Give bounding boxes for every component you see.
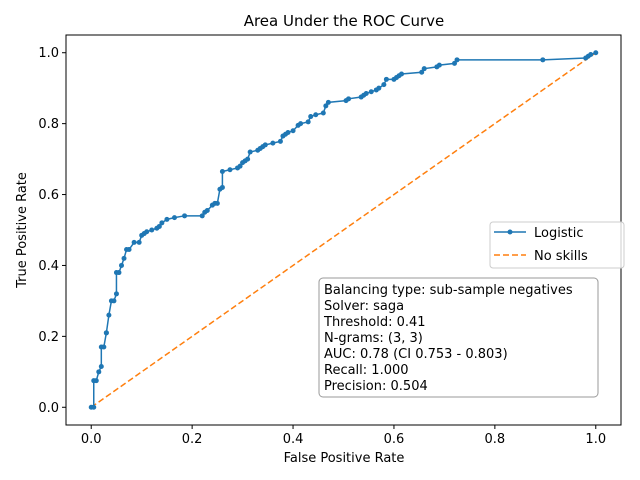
logistic-point-28 <box>159 220 165 226</box>
annotation-ngrams: N-grams: (3, 3) <box>324 331 423 346</box>
annotation-balancing: Balancing type: sub-sample negatives <box>324 283 573 298</box>
x-tick-label-0: 0.0 <box>81 432 102 447</box>
logistic-point-21 <box>136 239 142 245</box>
logistic-point-10 <box>106 312 112 318</box>
logistic-point-41 <box>227 167 233 173</box>
logistic-point-85 <box>454 57 460 63</box>
logistic-point-59 <box>298 121 304 127</box>
y-tick-label-2: 0.4 <box>38 259 59 274</box>
logistic-point-83 <box>436 62 442 68</box>
logistic-point-4 <box>96 369 102 375</box>
logistic-point-12 <box>111 298 117 304</box>
x-tick-label-2: 0.4 <box>283 432 304 447</box>
y-tick-label-4: 0.8 <box>38 117 59 132</box>
logistic-point-31 <box>182 213 188 219</box>
logistic-point-40 <box>219 169 225 174</box>
y-tick-label-1: 0.2 <box>38 330 59 345</box>
annotation-solver: Solver: saga <box>324 299 404 314</box>
logistic-point-15 <box>116 270 122 276</box>
annotation-box: Balancing type: sub-sample negatives Sol… <box>318 277 599 398</box>
annotation-recall: Recall: 1.000 <box>324 363 409 378</box>
legend-logistic-marker <box>507 229 513 235</box>
logistic-point-90 <box>593 50 599 56</box>
logistic-point-52 <box>270 140 276 146</box>
legend-noskills-label: No skills <box>534 249 588 264</box>
logistic-point-19 <box>126 247 132 252</box>
annotation-precision: Precision: 0.504 <box>324 379 428 394</box>
logistic-point-75 <box>383 76 389 82</box>
logistic-point-67 <box>346 96 352 102</box>
logistic-point-13 <box>113 291 119 297</box>
logistic-point-81 <box>421 66 427 72</box>
chart-title: Area Under the ROC Curve <box>244 12 445 30</box>
logistic-point-61 <box>308 114 314 120</box>
logistic-point-7 <box>101 344 107 350</box>
logistic-point-70 <box>363 91 369 96</box>
logistic-point-86 <box>540 57 546 63</box>
logistic-point-84 <box>452 60 457 66</box>
logistic-point-57 <box>290 128 296 134</box>
x-tick-label-4: 0.8 <box>485 432 506 447</box>
logistic-point-71 <box>368 89 374 95</box>
logistic-point-60 <box>305 119 311 125</box>
logistic-point-74 <box>381 82 387 88</box>
series-no-skills-line <box>90 52 597 408</box>
logistic-point-62 <box>313 112 319 118</box>
x-axis: 0.0 0.2 0.4 0.6 0.8 1.0 <box>81 425 606 447</box>
legend-logistic-label: Logistic <box>534 226 583 241</box>
logistic-point-47 <box>247 149 253 155</box>
x-tick-label-5: 1.0 <box>585 432 606 447</box>
logistic-point-56 <box>285 130 291 135</box>
logistic-point-73 <box>376 85 382 91</box>
logistic-point-5 <box>98 364 104 369</box>
logistic-point-16 <box>119 262 124 268</box>
logistic-point-46 <box>245 156 251 162</box>
logistic-point-20 <box>131 239 137 245</box>
logistic-point-53 <box>277 138 283 144</box>
legend-box <box>489 221 625 269</box>
logistic-point-39 <box>219 184 225 190</box>
x-tick-label-3: 0.6 <box>384 432 405 447</box>
y-tick-label-5: 1.0 <box>38 46 59 61</box>
annotation-frame <box>318 277 599 398</box>
annotation-threshold: Threshold: 0.41 <box>323 315 426 330</box>
series-layer <box>88 50 599 410</box>
logistic-point-64 <box>323 103 329 109</box>
logistic-point-51 <box>262 142 268 148</box>
logistic-point-37 <box>214 200 220 206</box>
logistic-point-65 <box>325 99 331 105</box>
y-axis: 0.0 0.2 0.4 0.6 0.8 1.0 <box>38 46 66 416</box>
logistic-point-30 <box>171 215 177 221</box>
logistic-point-63 <box>320 110 326 116</box>
logistic-point-32 <box>199 213 205 219</box>
logistic-point-29 <box>164 216 170 222</box>
y-tick-label-0: 0.0 <box>38 401 59 416</box>
x-tick-label-1: 0.2 <box>182 432 203 447</box>
logistic-point-89 <box>588 52 594 57</box>
logistic-point-25 <box>149 227 155 233</box>
logistic-point-43 <box>237 163 243 169</box>
legend: Logistic No skills <box>489 221 625 269</box>
y-axis-title: True Positive Rate <box>15 172 30 289</box>
logistic-point-3 <box>93 378 99 384</box>
logistic-point-24 <box>144 229 150 235</box>
annotation-auc: AUC: 0.78 (CI 0.753 - 0.803) <box>324 347 508 362</box>
logistic-point-27 <box>156 223 162 229</box>
logistic-point-9 <box>103 330 109 336</box>
logistic-point-17 <box>121 255 127 261</box>
logistic-point-34 <box>204 208 210 213</box>
logistic-point-1 <box>91 404 97 410</box>
y-tick-label-3: 0.6 <box>38 188 59 203</box>
x-axis-title: False Positive Rate <box>284 451 405 466</box>
logistic-point-79 <box>399 71 405 77</box>
logistic-point-80 <box>419 69 425 75</box>
